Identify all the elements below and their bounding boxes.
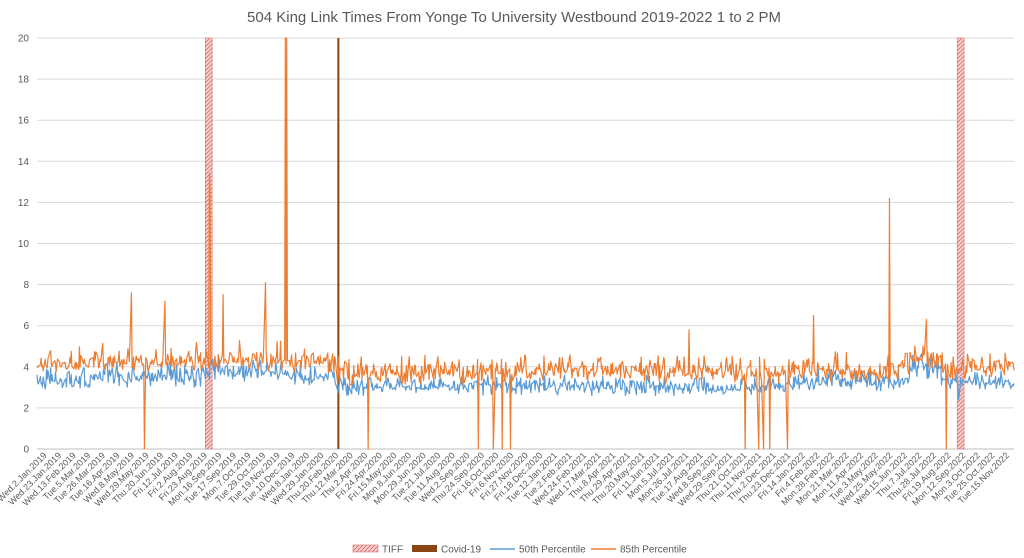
y-tick-label: 4 <box>23 362 29 373</box>
y-tick-label: 12 <box>18 198 30 209</box>
y-tick-label: 20 <box>18 34 30 45</box>
y-tick-label: 0 <box>23 445 29 456</box>
y-tick-label: 8 <box>23 280 29 291</box>
series-line-50th-percentile <box>36 352 1015 401</box>
y-tick-label: 14 <box>18 157 30 168</box>
legend-label-covid-19: Covid-19 <box>441 545 481 556</box>
event-band-covid-19 <box>337 38 340 449</box>
series-lines <box>36 37 1015 450</box>
chart-title: 504 King Link Times From Yonge To Univer… <box>247 9 781 26</box>
y-tick-label: 18 <box>18 75 30 86</box>
legend-swatch-tiff <box>352 544 379 553</box>
axes: 02468101214161820Wed.2.Jan.2019Wed.23.Ja… <box>0 34 1011 509</box>
legend-label-tiff: TIFF <box>382 545 403 556</box>
event-band-tiff <box>956 37 965 450</box>
y-tick-label: 16 <box>18 116 30 127</box>
gridlines <box>37 37 1014 450</box>
legend-label-50th-percentile: 50th Percentile <box>519 545 586 556</box>
legend: TIFF Covid-19 50th Percentile 85th Percenti… <box>352 544 687 556</box>
y-tick-label: 10 <box>18 239 30 250</box>
series-line-85th-percentile <box>36 37 1015 450</box>
y-tick-label: 2 <box>23 403 29 414</box>
y-tick-label: 6 <box>23 321 29 332</box>
legend-swatch-covid-19 <box>412 545 437 552</box>
legend-label-85th-percentile: 85th Percentile <box>620 545 687 556</box>
